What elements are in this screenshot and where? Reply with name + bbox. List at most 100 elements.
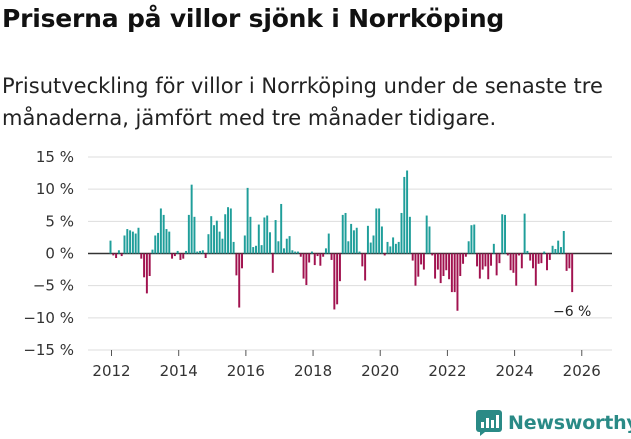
bar bbox=[221, 238, 224, 254]
bar bbox=[347, 241, 350, 254]
bar bbox=[462, 253, 465, 264]
bar bbox=[196, 251, 199, 254]
bar bbox=[145, 253, 148, 294]
bar bbox=[227, 207, 230, 254]
bar bbox=[322, 253, 325, 257]
bar bbox=[185, 250, 188, 254]
bar bbox=[148, 253, 151, 277]
bar bbox=[319, 253, 322, 266]
bar bbox=[380, 226, 383, 254]
bar bbox=[568, 253, 571, 269]
bar bbox=[394, 243, 397, 254]
bar bbox=[383, 253, 386, 256]
bar bbox=[509, 253, 512, 271]
bar bbox=[417, 253, 420, 277]
bar bbox=[487, 253, 490, 280]
bar bbox=[232, 241, 235, 254]
bar bbox=[199, 250, 202, 254]
y-tick-label: −15 % bbox=[23, 341, 74, 359]
bar bbox=[129, 230, 132, 254]
bar bbox=[243, 235, 246, 254]
bar bbox=[193, 216, 196, 254]
bar bbox=[420, 253, 423, 265]
bar bbox=[554, 248, 557, 254]
bar bbox=[165, 229, 168, 254]
bar bbox=[140, 253, 143, 259]
bar bbox=[350, 223, 353, 254]
bar bbox=[400, 212, 403, 254]
bar bbox=[456, 253, 459, 311]
bar bbox=[126, 229, 129, 254]
bar bbox=[565, 253, 568, 271]
bar bbox=[274, 220, 277, 254]
bar bbox=[501, 214, 504, 254]
bar bbox=[484, 253, 487, 267]
bar bbox=[560, 247, 562, 254]
bar bbox=[157, 232, 160, 254]
bar bbox=[372, 235, 375, 254]
bar bbox=[336, 253, 339, 305]
x-tick-label: 2020 bbox=[361, 362, 399, 380]
bar bbox=[187, 214, 190, 254]
bar bbox=[532, 253, 534, 269]
bar bbox=[571, 253, 574, 293]
bar bbox=[534, 253, 537, 286]
bar bbox=[386, 241, 389, 254]
bar bbox=[448, 253, 451, 280]
y-tick-label: −5 % bbox=[33, 277, 74, 295]
bar bbox=[495, 253, 498, 276]
bar bbox=[269, 232, 271, 254]
bar bbox=[151, 249, 154, 254]
bar bbox=[123, 235, 126, 254]
bar bbox=[548, 253, 551, 260]
bar bbox=[464, 253, 467, 257]
x-axis: 2012 2014 2016 2018 2020 2022 2024 2026 bbox=[92, 350, 601, 380]
bar bbox=[358, 251, 361, 254]
bar bbox=[506, 253, 509, 256]
bar bbox=[406, 170, 409, 254]
bar bbox=[288, 236, 291, 254]
bar bbox=[543, 251, 546, 254]
bar bbox=[252, 247, 255, 254]
bar bbox=[490, 253, 493, 266]
bar bbox=[210, 216, 213, 254]
bar bbox=[428, 226, 431, 254]
bar bbox=[352, 230, 355, 254]
x-tick-label: 2012 bbox=[92, 362, 130, 380]
bar bbox=[450, 253, 453, 293]
bar bbox=[523, 213, 526, 254]
bar bbox=[291, 250, 294, 254]
bar bbox=[453, 253, 456, 293]
x-tick-label: 2026 bbox=[563, 362, 601, 380]
brand-logo[interactable]: Newsworthy bbox=[476, 408, 631, 438]
bar bbox=[310, 251, 313, 254]
bar bbox=[115, 253, 118, 259]
bar bbox=[431, 253, 434, 256]
bar bbox=[213, 225, 216, 254]
bar bbox=[257, 224, 260, 254]
bar bbox=[504, 214, 507, 254]
bar bbox=[280, 203, 283, 254]
bar bbox=[324, 248, 327, 254]
bar bbox=[338, 253, 341, 282]
bar bbox=[378, 208, 381, 254]
bar bbox=[168, 231, 171, 254]
bar bbox=[299, 253, 302, 257]
x-tick-label: 2024 bbox=[495, 362, 533, 380]
bar bbox=[263, 217, 266, 254]
bar bbox=[434, 253, 437, 279]
bar bbox=[255, 245, 257, 254]
y-axis: −15 % −10 % −5 % 0 % 5 % 10 % 15 % bbox=[23, 148, 74, 359]
bar bbox=[215, 220, 218, 254]
bar bbox=[557, 240, 560, 254]
bar bbox=[369, 242, 372, 254]
bar bbox=[459, 253, 462, 277]
bar bbox=[467, 241, 470, 254]
bar bbox=[366, 225, 369, 254]
bar bbox=[445, 253, 448, 271]
bar bbox=[171, 253, 174, 259]
bar bbox=[425, 215, 428, 254]
y-tick-label: −10 % bbox=[23, 309, 74, 327]
bar bbox=[143, 253, 146, 278]
